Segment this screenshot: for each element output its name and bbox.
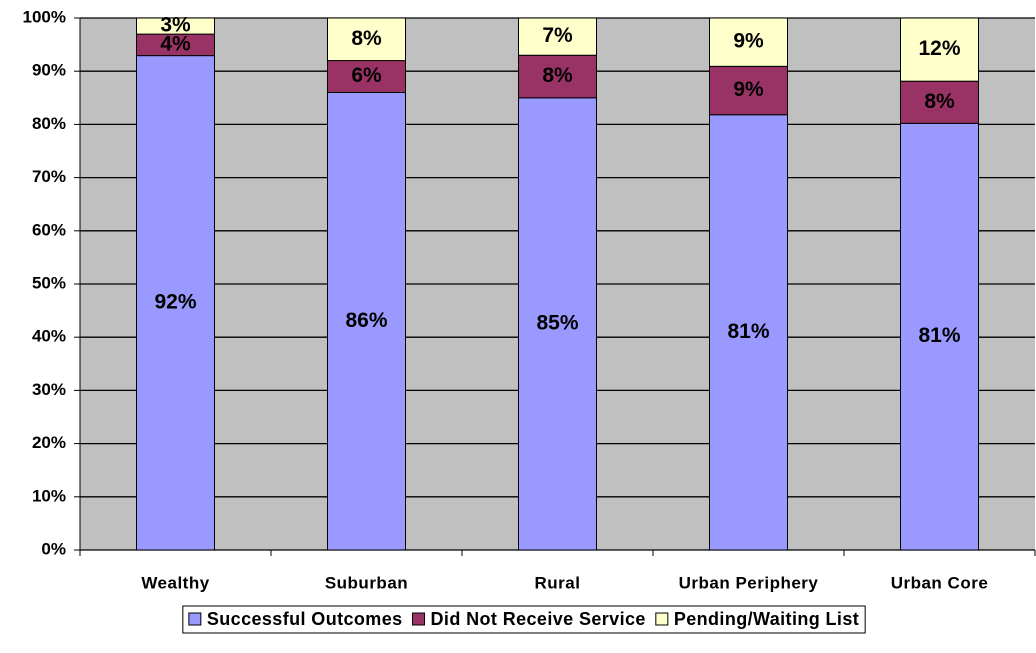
x-tick-label: Suburban	[325, 573, 408, 592]
x-tick-label: Rural	[535, 573, 581, 592]
data-label: 92%	[154, 290, 196, 313]
legend-label: Did Not Receive Service	[431, 609, 646, 629]
bar-segment	[518, 97, 597, 551]
data-label: 8%	[351, 27, 382, 50]
legend-swatch	[188, 612, 202, 626]
bar-segment	[900, 122, 979, 551]
bar-segment	[136, 17, 215, 35]
data-label: 9%	[733, 30, 764, 53]
y-tick-label: 90%	[32, 61, 66, 80]
bar-segment	[327, 91, 406, 551]
bar-segment	[518, 54, 597, 99]
data-label: 81%	[918, 324, 960, 347]
data-label: 86%	[345, 309, 387, 332]
bar-segment	[900, 80, 979, 124]
data-label: 6%	[351, 64, 382, 87]
y-tick-label: 70%	[32, 167, 66, 186]
y-tick-label: 100%	[23, 7, 66, 26]
bar-segment	[709, 65, 788, 116]
bar-segment	[709, 17, 788, 67]
data-label: 3%	[160, 14, 191, 37]
bar-segment	[327, 17, 406, 62]
y-tick-label: 80%	[32, 114, 66, 133]
data-label: 4%	[160, 32, 191, 55]
y-tick-label: 60%	[32, 220, 66, 239]
data-label: 8%	[924, 90, 955, 113]
data-label: 81%	[727, 320, 769, 343]
legend-swatch	[655, 612, 669, 626]
bar-segment	[136, 55, 215, 551]
x-tick-label: Urban Core	[891, 573, 989, 592]
x-tick-label: Wealthy	[141, 573, 209, 592]
bar-segment	[327, 60, 406, 93]
legend-swatch	[412, 612, 426, 626]
y-tick-label: 20%	[32, 433, 66, 452]
y-tick-label: 0%	[41, 539, 66, 558]
legend-label: Successful Outcomes	[207, 609, 403, 629]
data-label: 12%	[918, 37, 960, 60]
bar-segment	[518, 17, 597, 56]
data-label: 85%	[536, 311, 578, 334]
y-tick-label: 50%	[32, 273, 66, 292]
legend: Successful Outcomes Did Not Receive Servi…	[182, 605, 866, 634]
data-label: 9%	[733, 78, 764, 101]
y-tick-label: 30%	[32, 380, 66, 399]
data-label: 8%	[542, 64, 573, 87]
y-tick-label: 10%	[32, 486, 66, 505]
y-tick-label: 40%	[32, 327, 66, 346]
x-tick-label: Urban Periphery	[679, 573, 819, 592]
data-label: 7%	[542, 24, 573, 47]
legend-label: Pending/Waiting List	[674, 609, 859, 629]
bar-segment	[709, 114, 788, 551]
legend-box	[182, 605, 866, 634]
bar-segment	[900, 17, 979, 82]
